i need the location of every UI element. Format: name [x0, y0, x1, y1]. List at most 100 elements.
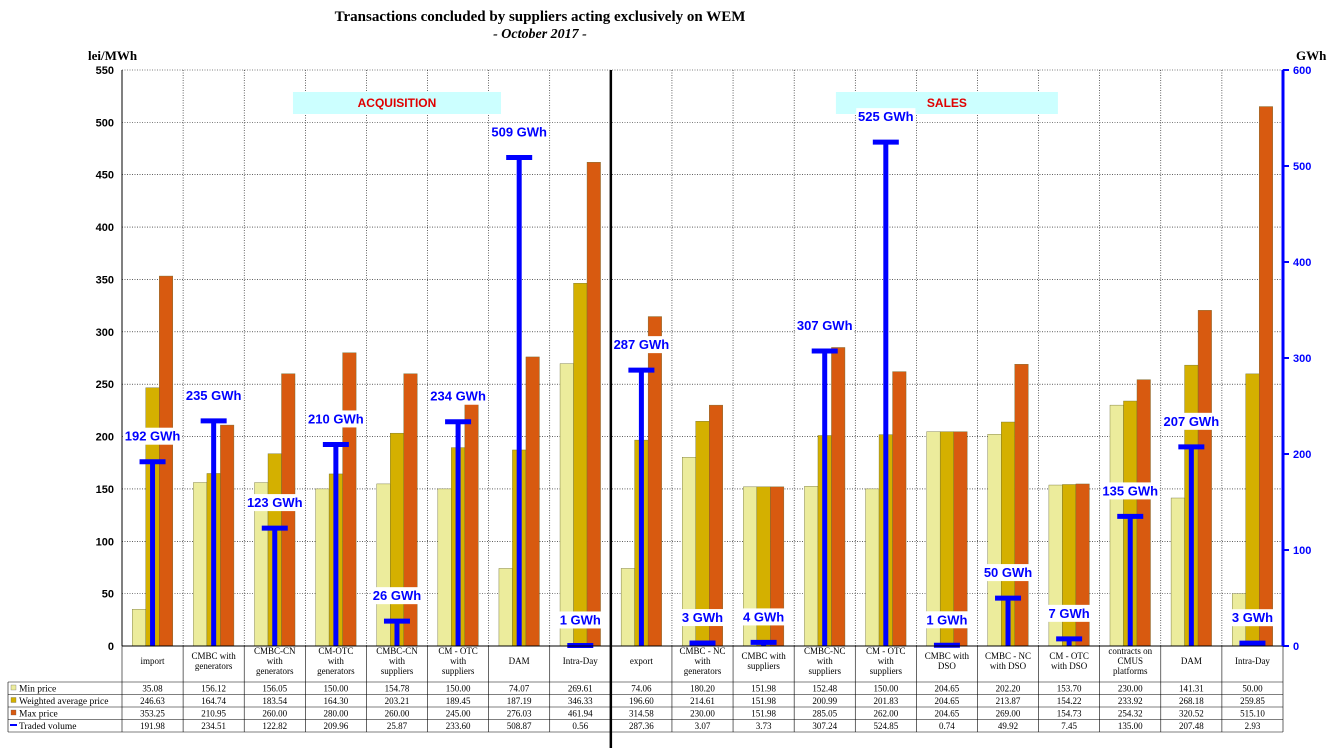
data-table: import CMBC withgeneratorsCMBC-CNwithgene… [7, 646, 1284, 733]
bar-max-price [586, 162, 601, 647]
volume-label-bg [1230, 609, 1275, 627]
category-label: CMBC with [741, 651, 786, 661]
category-label: with [267, 656, 284, 666]
volume-data-label: 3 GWh [1232, 610, 1273, 625]
y-left-tick-label: 100 [96, 536, 114, 548]
table-cell-value: 156.05 [262, 684, 287, 694]
table-cell-value: 135.00 [1118, 721, 1143, 731]
bar-max-price [1197, 310, 1212, 647]
category-label: suppliers [381, 666, 414, 676]
category-label: suppliers [870, 666, 903, 676]
table-cell-value: 259.85 [1240, 696, 1265, 706]
volume-data-label: 3 GWh [682, 610, 723, 625]
category-label: with [328, 656, 345, 666]
y-right-tick-label: 400 [1293, 257, 1311, 269]
legend-entry: Weighted average price [19, 697, 108, 707]
category-label: with DSO [1051, 661, 1088, 671]
category-label: generators [684, 666, 722, 676]
table-cell-value: 320.52 [1179, 709, 1204, 719]
y-right-tick-label: 200 [1293, 449, 1311, 461]
category-label: with [389, 656, 406, 666]
table-cell-value: 3.07 [695, 721, 711, 731]
table-cell-value: 0.56 [572, 721, 588, 731]
section-label: ACQUISITION [358, 96, 437, 110]
table-cell-value: 202.20 [996, 684, 1021, 694]
volume-label-bg [982, 564, 1034, 582]
volume-label-bg [371, 587, 423, 605]
category-label: platforms [1113, 666, 1148, 676]
volume-data-label: 1 GWh [926, 612, 967, 627]
table-cell-value: 287.36 [629, 721, 654, 731]
volume-data-label: 135 GWh [1102, 483, 1158, 498]
bar-max-price [892, 371, 907, 647]
bar-min-price [559, 363, 574, 647]
legend-entry: Traded volume [19, 722, 76, 732]
table-cell-value: 201.83 [873, 696, 898, 706]
y-right-tick-label: 500 [1293, 161, 1311, 173]
table-cell-value: 154.73 [1057, 709, 1082, 719]
y-right-tick-label: 0 [1293, 641, 1299, 653]
bar-min-price [620, 568, 635, 647]
chart-title: Transactions concluded by suppliers acti… [335, 9, 746, 25]
category-label: with [450, 656, 467, 666]
volume-data-label: 26 GWh [373, 588, 421, 603]
y-left-tick-label: 500 [96, 117, 114, 129]
table-cell-value: 524.85 [873, 721, 898, 731]
bars-layer [132, 106, 1273, 647]
table-cell-value: 230.00 [1118, 684, 1143, 694]
volume-label-bg [428, 387, 488, 405]
table-cell-value: 122.82 [262, 721, 287, 731]
y-left-tick-label: 150 [96, 484, 114, 496]
volume-data-label: 234 GWh [430, 389, 486, 404]
category-label: with [694, 656, 711, 666]
volume-label-bg [680, 609, 725, 627]
table-cell-value: 515.10 [1240, 709, 1265, 719]
y-left-tick-label: 550 [96, 65, 114, 77]
bar-max-price [1014, 364, 1029, 647]
volume-layer: 192 GWh 235 GWh 123 GWh 210 GWh 26 GWh 234 GW… [122, 108, 1275, 648]
category-label: Intra-Day [563, 656, 598, 666]
table-cell-value: 7.45 [1061, 721, 1077, 731]
table-cell-value: 2.93 [1245, 721, 1261, 731]
category-label: CMBC with [925, 651, 970, 661]
y-left-tick-label: 350 [96, 274, 114, 286]
y-left-tick-label: 200 [96, 432, 114, 444]
table-cell-value: 151.98 [751, 709, 776, 719]
table-cell-value: 180.20 [690, 684, 715, 694]
table-cell-value: 285.05 [812, 709, 837, 719]
bar-min-price [193, 482, 208, 647]
bar-max-price [831, 347, 846, 647]
table-cell-value: 183.54 [262, 696, 287, 706]
volume-data-label: 509 GWh [491, 124, 547, 139]
volume-label-bg [1100, 482, 1160, 500]
table-cell-value: 260.00 [262, 709, 287, 719]
category-label: with [878, 656, 895, 666]
table-cell-value: 269.00 [996, 709, 1021, 719]
table-cell-value: 156.12 [201, 684, 226, 694]
category-label: import [141, 656, 165, 666]
bar-min-price [987, 434, 1002, 647]
table-cell-value: 151.98 [751, 684, 776, 694]
table-cell-value: 35.08 [142, 684, 163, 694]
volume-label-bg [184, 386, 244, 404]
table-cell-value: 209.96 [323, 721, 348, 731]
category-label: CMBC-NC [804, 646, 846, 656]
category-label: CMBC - NC [985, 651, 1031, 661]
volume-data-label: 307 GWh [797, 318, 853, 333]
table-cell-value: 508.87 [507, 721, 532, 731]
table-cell-value: 204.65 [935, 709, 960, 719]
table-cell-value: 189.45 [446, 696, 471, 706]
table-cell-value: 74.07 [509, 684, 530, 694]
table-cell-value: 230.00 [690, 709, 715, 719]
table-cell-value: 280.00 [323, 709, 348, 719]
y-right-tick-label: 600 [1293, 65, 1311, 77]
category-label: generators [195, 661, 233, 671]
bar-min-price [315, 488, 330, 647]
table-cell-value: 268.18 [1179, 696, 1204, 706]
volume-data-label: 525 GWh [858, 109, 914, 124]
category-label: export [630, 656, 653, 666]
table-cell-value: 214.61 [690, 696, 715, 706]
category-label: CMBC with [192, 651, 237, 661]
volume-label-bg [306, 410, 366, 428]
table-cell-value: 210.95 [201, 709, 226, 719]
